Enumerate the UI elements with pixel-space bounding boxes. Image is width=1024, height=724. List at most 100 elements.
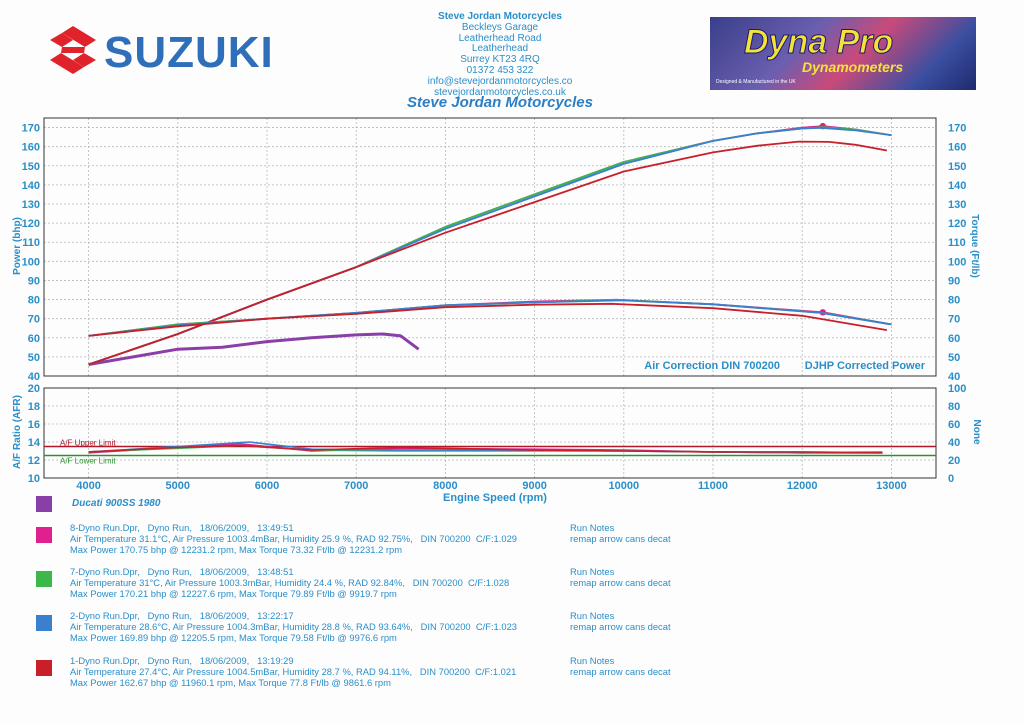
dynapro-logo: Dyna Pro Dynamometers Designed & Manufac… [710, 17, 976, 90]
y-tick-label-torque: 150 [948, 161, 966, 173]
address-line: Leatherhead [471, 43, 529, 55]
dealer-address: Steve Jordan Motorcycles Beckleys Garage… [380, 11, 620, 98]
y-tick-label-torque: 120 [948, 218, 966, 230]
x-tick-label: 8000 [433, 480, 457, 492]
legend-swatch-run7 [36, 571, 52, 587]
run-conditions: Air Temperature 28.6°C, Air Pressure 100… [70, 620, 518, 632]
run-7-notes: Run Notes remap arrow cans decat [570, 566, 671, 589]
y2-tick-label-afr: 100 [948, 383, 966, 395]
power-plot-frame [43, 117, 937, 377]
y-axis-label-power: Power (bhp) [12, 217, 23, 275]
afr-series-line-red [88, 444, 883, 454]
suzuki-logo: SUZUKI [44, 20, 302, 82]
y-tick-label-power: 90 [28, 275, 40, 287]
y-tick-label-power: 130 [22, 199, 40, 211]
y-tick-label-torque: 170 [948, 123, 966, 135]
notes-title: Run Notes [570, 655, 615, 666]
series-line-power-purple [88, 332, 420, 366]
series-line-power-magenta [88, 125, 892, 366]
y-tick-label-torque: 40 [948, 371, 960, 383]
address-line: Beckleys Garage [461, 21, 539, 33]
series-line-power-red [88, 140, 888, 366]
y-tick-label-afr: 10 [28, 473, 40, 485]
run-2-notes: Run Notes remap arrow cans decat [570, 610, 671, 633]
y-tick-label-torque: 70 [948, 314, 960, 326]
dynapro-subtitle: Dynamometers [802, 59, 904, 75]
run-8-details: 8-Dyno Run.Dpr, Dyno Run, 18/06/2009, 13… [70, 522, 518, 555]
y-tick-label-torque: 80 [948, 295, 960, 307]
run-conditions: Air Temperature 31°C, Air Pressure 1003.… [70, 576, 510, 588]
run-max: Max Power 170.75 bhp @ 12231.2 rpm, Max … [70, 543, 403, 555]
run-header: 7-Dyno Run.Dpr, Dyno Run, 18/06/2009, 13… [70, 566, 294, 577]
series-line-power-blue [88, 126, 892, 366]
dynapro-tagline: Designed & Manufactured in the UK [716, 79, 796, 85]
series-line-power-green [88, 126, 892, 366]
address-line: Leatherhead Road [458, 32, 542, 44]
y-tick-label-afr: 18 [28, 401, 40, 413]
y-tick-label-power: 110 [22, 237, 40, 249]
notes-title: Run Notes [570, 522, 615, 533]
run-header: 8-Dyno Run.Dpr, Dyno Run, 18/06/2009, 13… [70, 522, 294, 533]
legend-swatch-purple [36, 496, 52, 512]
y-tick-label-power: 120 [22, 218, 40, 230]
notes-title: Run Notes [570, 566, 615, 577]
corrected-power-note: DJHP Corrected Power [805, 360, 926, 372]
x-tick-label: 11000 [698, 480, 728, 492]
run-1-details: 1-Dyno Run.Dpr, Dyno Run, 18/06/2009, 13… [70, 655, 517, 688]
run-8-notes: Run Notes remap arrow cans decat [570, 522, 671, 545]
afr-limit-label: A/F Upper Limit [60, 439, 116, 448]
legend-swatch-run2 [36, 615, 52, 631]
run-max: Max Power 169.89 bhp @ 12205.5 rpm, Max … [70, 631, 397, 643]
y-tick-label-torque: 50 [948, 352, 960, 364]
run-conditions: Air Temperature 31.1°C, Air Pressure 100… [70, 532, 518, 544]
y2-tick-label-afr: 80 [948, 401, 960, 413]
y-tick-label-torque: 140 [948, 180, 966, 192]
notes-text: remap arrow cans decat [570, 620, 671, 632]
x-tick-label: 5000 [166, 480, 190, 492]
y2-tick-label-afr: 60 [948, 419, 960, 431]
run-max: Max Power 162.67 bhp @ 11960.1 rpm, Max … [70, 676, 391, 688]
legend-swatch-run8 [36, 527, 52, 543]
y-tick-label-afr: 16 [28, 419, 40, 431]
y-tick-label-torque: 110 [948, 237, 966, 249]
address-line: Surrey KT23 4RQ [460, 54, 540, 66]
x-tick-label: 7000 [344, 480, 368, 492]
air-correction-note: Air Correction DIN 700200 [644, 360, 780, 372]
dealer-name: Steve Jordan Motorcycles [438, 11, 562, 22]
series-line-torque-red [88, 302, 888, 337]
x-tick-label: 10000 [609, 480, 640, 492]
run-header: 1-Dyno Run.Dpr, Dyno Run, 18/06/2009, 13… [70, 655, 294, 666]
run-2-details: 2-Dyno Run.Dpr, Dyno Run, 18/06/2009, 13… [70, 610, 518, 643]
y-tick-label-power: 60 [28, 333, 40, 345]
y-tick-label-power: 100 [22, 256, 40, 268]
y-tick-label-torque: 90 [948, 275, 960, 287]
notes-text: remap arrow cans decat [570, 665, 671, 677]
x-tick-label: 9000 [522, 480, 546, 492]
y-tick-label-afr: 14 [28, 437, 41, 449]
y-tick-label-torque: 160 [948, 142, 966, 154]
y-tick-label-power: 40 [28, 371, 40, 383]
y-tick-label-power: 170 [22, 123, 40, 135]
y-tick-label-power: 140 [22, 180, 40, 192]
phone-line: 01372 453 322 [466, 64, 534, 76]
y-tick-label-power: 150 [22, 161, 40, 173]
y2-tick-label-afr: 20 [948, 455, 960, 467]
x-tick-label: 4000 [76, 480, 100, 492]
suzuki-s-icon [50, 26, 96, 74]
y-tick-label-torque: 130 [948, 199, 966, 211]
y-tick-label-torque: 60 [948, 333, 960, 345]
website-line: stevejordanmotorcycles.co.uk [434, 86, 566, 98]
y2-tick-label-afr: 0 [948, 473, 954, 485]
y-tick-label-afr: 20 [28, 383, 40, 395]
run-conditions: Air Temperature 27.4°C, Air Pressure 100… [70, 665, 517, 677]
notes-title: Run Notes [570, 610, 615, 621]
legend-title: Ducati 900SS 1980 [72, 498, 161, 509]
suzuki-wordmark: SUZUKI [104, 28, 274, 77]
y-tick-label-power: 70 [28, 314, 40, 326]
email-line: info@stevejordanmotorcycles.co [427, 75, 573, 87]
x-tick-label: 6000 [255, 480, 279, 492]
run-7-details: 7-Dyno Run.Dpr, Dyno Run, 18/06/2009, 13… [70, 566, 510, 599]
run-max: Max Power 170.21 bhp @ 12227.6 rpm, Max … [70, 587, 397, 599]
legend-swatch-run1 [36, 660, 52, 676]
